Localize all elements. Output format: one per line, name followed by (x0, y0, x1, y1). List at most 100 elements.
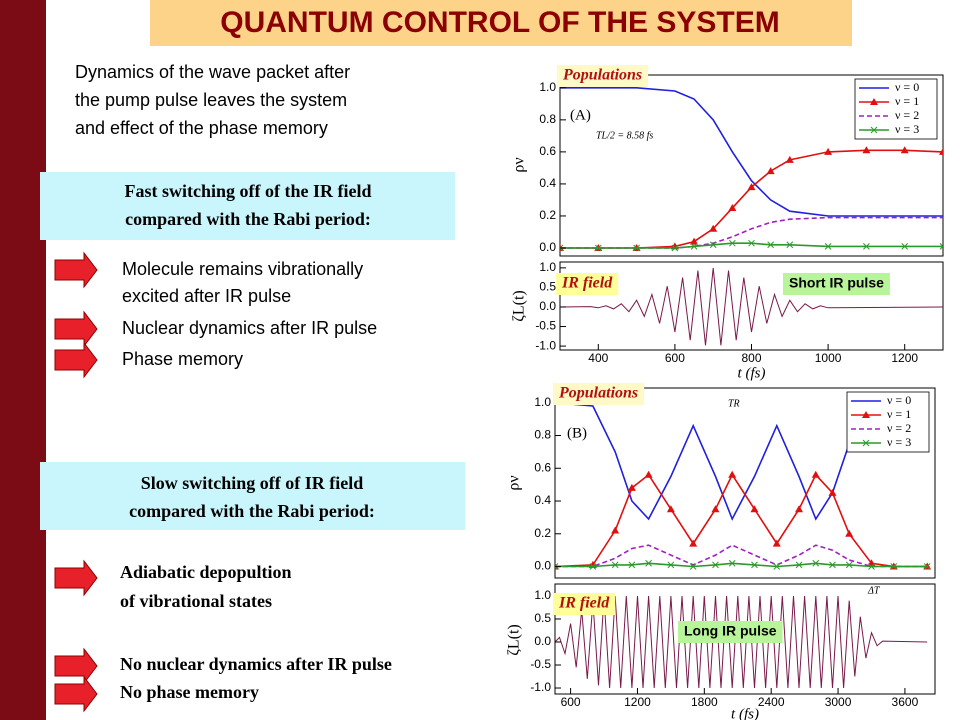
legend-label: ν = 0 (887, 393, 911, 407)
legend-box (854, 78, 938, 140)
data-point (828, 488, 837, 496)
data-point (829, 561, 836, 569)
data-point (728, 559, 736, 567)
y-tick-label: 0.0 (539, 299, 556, 313)
y-axis-label: ζL(t) (506, 624, 523, 656)
data-point (628, 561, 636, 569)
bullet-arrow (54, 647, 98, 685)
data-point (560, 244, 564, 252)
data-point (667, 561, 675, 569)
y-tick-label: 1.0 (539, 260, 556, 274)
data-point (711, 505, 720, 513)
y-tick-label: -1.0 (530, 680, 551, 694)
legend-marker (870, 126, 878, 134)
y-tick-label: -1.0 (535, 338, 556, 352)
annotation: TR (728, 398, 740, 409)
panel-label: Populations (558, 385, 638, 402)
data-point (901, 243, 909, 250)
title-box (150, 0, 852, 46)
x-tick-label: 1200 (624, 695, 651, 709)
data-point (773, 563, 781, 570)
data-point (812, 559, 820, 567)
pulse-note-box (678, 621, 783, 643)
data-point (939, 147, 943, 155)
bullet-text: No phase memory (120, 682, 259, 702)
data-point (795, 561, 803, 569)
bullet-text: excited after IR pulse (122, 286, 291, 306)
bullet-arrow (54, 675, 98, 713)
data-point (712, 561, 719, 569)
data-point (747, 183, 756, 191)
legend-label: ν = 1 (887, 407, 911, 421)
series-line (555, 562, 928, 568)
panel-label-box (553, 383, 645, 405)
data-point (939, 243, 943, 250)
data-point (751, 561, 758, 569)
intro-text: the pump pulse leaves the system (75, 90, 347, 110)
y-tick-label: 0.5 (534, 611, 551, 625)
heading: compared with the Rabi period: (125, 209, 371, 229)
annotation: (A) (570, 107, 591, 123)
data-point (795, 505, 804, 513)
series-line (560, 242, 943, 249)
series-line (560, 267, 943, 346)
pulse-note-box (783, 273, 890, 295)
series-line (555, 473, 928, 568)
panel-label-box (557, 65, 649, 87)
y-tick-label: 0.2 (539, 208, 556, 222)
data-point (589, 563, 597, 570)
plot-area (555, 401, 932, 570)
data-point (627, 483, 636, 491)
x-tick-label: 1200 (891, 351, 918, 365)
y-tick-label: 0.6 (539, 144, 556, 158)
panel-label: IR field (558, 595, 610, 612)
slide-title: QUANTUM CONTROL OF THE SYSTEM (220, 6, 779, 39)
data-point (633, 244, 640, 252)
legend-marker (862, 439, 870, 447)
data-point (900, 146, 909, 154)
data-point (862, 146, 871, 154)
y-tick-label: 1.0 (539, 80, 556, 94)
y-tick-label: 1.0 (534, 395, 551, 409)
heading: Slow switching off of IR field (141, 473, 364, 493)
bullet-text: Phase memory (122, 349, 243, 369)
data-point (690, 237, 699, 245)
data-point (728, 470, 737, 478)
data-point (845, 561, 853, 569)
panel-label-box (556, 273, 619, 295)
legend-label: ν = 1 (895, 94, 919, 108)
data-point (772, 539, 781, 547)
data-point (611, 561, 619, 569)
y-tick-label: 0.4 (534, 493, 551, 507)
data-point (811, 470, 820, 478)
y-tick-label: 0.8 (534, 428, 551, 442)
panel-label: Populations (562, 67, 642, 84)
data-point (824, 147, 833, 155)
y-axis-label: ζL(t) (511, 290, 528, 322)
data-point (728, 203, 737, 211)
data-point (845, 529, 854, 537)
data-point (728, 239, 736, 247)
data-point (645, 559, 652, 567)
intro-text: Dynamics of the wave packet after (75, 62, 350, 82)
plot-area (560, 267, 943, 346)
data-point (666, 505, 675, 513)
pulse-note: Long IR pulse (684, 623, 777, 639)
data-point (689, 563, 697, 570)
y-tick-label: 0.5 (539, 280, 556, 294)
x-tick-label: 600 (561, 695, 581, 709)
legend-marker (862, 411, 870, 418)
series-line (555, 544, 928, 568)
annotation: (B) (567, 425, 587, 441)
data-point (611, 526, 620, 534)
x-tick-label: 1800 (691, 695, 718, 709)
data-point (890, 563, 898, 570)
panel-label-box (553, 593, 616, 615)
bullet-text: Nuclear dynamics after IR pulse (122, 318, 377, 338)
y-tick-label: 0.0 (539, 240, 556, 254)
data-point (594, 244, 602, 252)
x-tick-label: 3000 (825, 695, 852, 709)
x-tick-label: 800 (741, 351, 761, 365)
annotation: ΔT (867, 585, 881, 596)
data-point (709, 241, 717, 249)
